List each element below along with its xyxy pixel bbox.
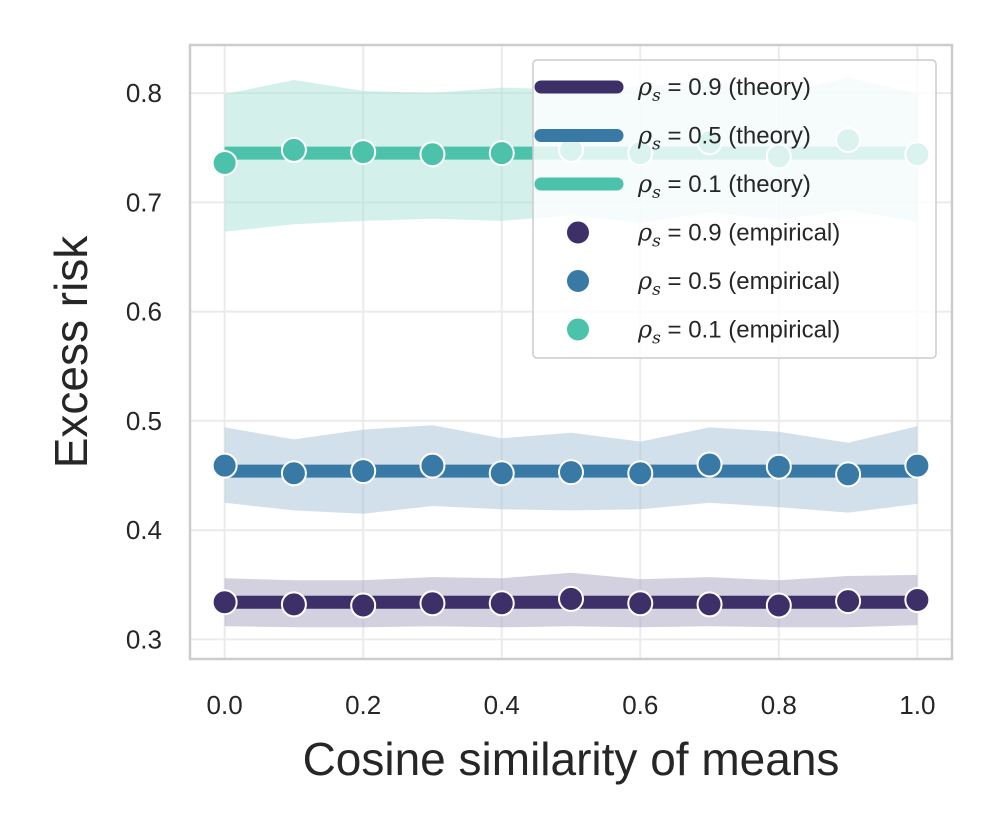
legend-label-theory-rho-0.9: ρs = 0.9 (theory) — [637, 73, 811, 106]
legend-label-theory-rho-0.1: ρs = 0.1 (theory) — [637, 170, 811, 203]
point-rho-0.9-9 — [835, 588, 862, 615]
point-rho-0.9-8 — [765, 592, 792, 619]
point-rho-0.5-5 — [558, 459, 584, 486]
x-tick-label: 0.8 — [761, 690, 797, 720]
legend-label-empirical-rho-0.5: ρs = 0.5 (empirical) — [637, 267, 840, 300]
point-rho-0.5-2 — [350, 458, 377, 485]
point-rho-0.9-6 — [627, 590, 654, 617]
y-tick-label: 0.4 — [126, 515, 162, 545]
point-rho-0.9-7 — [696, 591, 723, 618]
point-rho-0.5-0 — [211, 452, 238, 479]
point-rho-0.9-10 — [904, 587, 931, 614]
x-axis-label: Cosine similarity of means — [303, 733, 840, 785]
legend-label-empirical-rho-0.9: ρs = 0.9 (empirical) — [637, 219, 840, 252]
x-tick-label: 0.4 — [484, 690, 520, 720]
y-tick-label: 0.7 — [126, 187, 162, 217]
point-rho-0.9-3 — [419, 590, 446, 617]
point-rho-0.9-4 — [488, 590, 515, 617]
y-tick-labels: 0.3 0.4 0.5 0.6 0.7 0.8 — [126, 78, 162, 654]
legend-marker-rho-0.5 — [565, 268, 591, 294]
y-tick-label: 0.6 — [126, 297, 162, 327]
point-rho-0.5-9 — [835, 461, 862, 488]
y-tick-label: 0.5 — [126, 406, 162, 436]
point-rho-0.5-8 — [765, 453, 792, 480]
point-rho-0.5-6 — [627, 460, 654, 487]
x-tick-label: 1.0 — [899, 690, 935, 720]
y-tick-label: 0.8 — [126, 78, 162, 108]
axes-frame — [188, 43, 954, 661]
y-axis-label: Excess risk — [45, 235, 97, 469]
point-rho-0.5-4 — [488, 460, 515, 487]
point-rho-0.1-2 — [350, 139, 377, 166]
x-tick-label: 0.0 — [207, 690, 243, 720]
x-tick-label: 0.6 — [622, 690, 658, 720]
point-rho-0.1-4 — [488, 140, 515, 167]
point-rho-0.9-2 — [350, 592, 377, 619]
x-tick-label: 0.2 — [345, 690, 381, 720]
point-rho-0.5-10 — [904, 452, 931, 479]
point-rho-0.5-7 — [696, 451, 723, 478]
legend-marker-rho-0.1 — [565, 316, 591, 343]
point-rho-0.1-0 — [211, 149, 238, 176]
legend-box — [532, 59, 937, 359]
legend-label-empirical-rho-0.1: ρs = 0.1 (empirical) — [637, 316, 840, 349]
point-rho-0.1-3 — [419, 141, 446, 168]
point-rho-0.9-1 — [280, 591, 307, 618]
legend-label-theory-rho-0.5: ρs = 0.5 (theory) — [637, 122, 811, 155]
y-tick-label: 0.3 — [126, 624, 162, 654]
legend-marker-rho-0.9 — [565, 219, 591, 246]
x-tick-labels: 0.0 0.2 0.4 0.6 0.8 1.0 — [207, 690, 936, 720]
point-rho-0.5-1 — [280, 460, 307, 487]
point-rho-0.5-3 — [419, 452, 446, 479]
legend: ρs = 0.9 (theory) ρs = 0.5 (theory) ρs = 0… — [532, 59, 937, 359]
point-rho-0.9-0 — [211, 589, 238, 616]
point-rho-0.9-5 — [558, 585, 584, 612]
point-rho-0.1-1 — [280, 136, 307, 163]
